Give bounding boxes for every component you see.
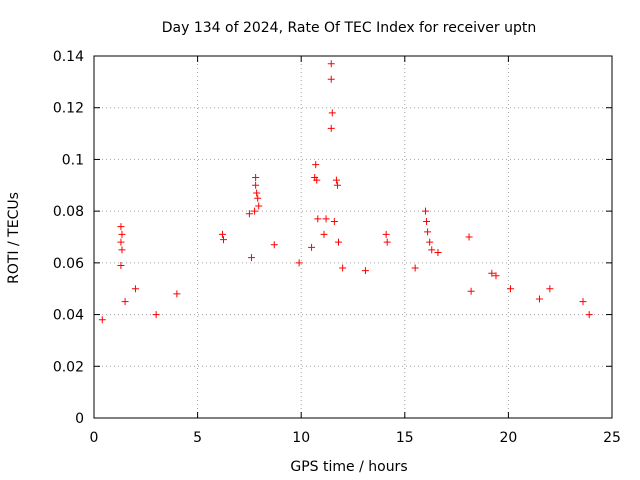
data-point bbox=[492, 272, 500, 280]
data-point bbox=[426, 238, 434, 246]
data-point bbox=[465, 233, 473, 241]
data-point bbox=[585, 311, 593, 319]
data-point bbox=[546, 285, 554, 293]
data-point bbox=[117, 238, 125, 246]
data-point bbox=[424, 228, 432, 236]
y-axis-title: ROTI / TECUs bbox=[6, 192, 22, 284]
data-point bbox=[339, 264, 347, 272]
data-point bbox=[506, 285, 514, 293]
x-tick-label: 15 bbox=[396, 430, 414, 446]
data-point bbox=[295, 259, 303, 267]
data-point bbox=[383, 238, 391, 246]
data-point bbox=[334, 238, 342, 246]
data-point bbox=[313, 176, 321, 184]
data-point bbox=[314, 215, 322, 223]
y-tick-label: 0.1 bbox=[62, 152, 84, 168]
data-point bbox=[117, 261, 125, 269]
data-point bbox=[117, 223, 125, 231]
data-points bbox=[98, 60, 593, 324]
x-tick-label: 5 bbox=[193, 430, 202, 446]
y-tick-label: 0.02 bbox=[53, 359, 84, 375]
data-point bbox=[327, 60, 335, 68]
data-point bbox=[255, 202, 263, 210]
data-point bbox=[270, 241, 278, 249]
data-point bbox=[361, 267, 369, 275]
data-point bbox=[422, 207, 430, 215]
data-point bbox=[252, 174, 260, 182]
data-point bbox=[254, 194, 262, 202]
chart-title: Day 134 of 2024, Rate Of TEC Index for r… bbox=[162, 20, 537, 36]
data-point bbox=[330, 217, 338, 225]
data-point bbox=[220, 236, 227, 244]
data-point bbox=[467, 287, 475, 295]
data-point bbox=[98, 316, 106, 324]
data-point bbox=[218, 230, 226, 238]
data-point bbox=[382, 230, 390, 238]
data-point bbox=[252, 181, 260, 189]
y-tick-label: 0.04 bbox=[53, 308, 84, 324]
data-point bbox=[579, 298, 587, 306]
data-point bbox=[535, 295, 543, 303]
data-point bbox=[423, 217, 431, 225]
y-tick-labels: 0 0.02 0.04 0.06 0.08 0.1 0.12 0.14 bbox=[53, 49, 84, 427]
data-point bbox=[247, 254, 255, 262]
data-point bbox=[328, 109, 336, 117]
data-point bbox=[428, 246, 436, 254]
y-tick-label: 0.12 bbox=[53, 101, 84, 117]
data-point bbox=[333, 181, 341, 189]
data-point bbox=[312, 161, 320, 169]
x-tick-label: 0 bbox=[90, 430, 99, 446]
plot-border bbox=[93, 55, 613, 419]
y-tick-label: 0.14 bbox=[53, 49, 84, 65]
data-point bbox=[434, 249, 442, 257]
data-point bbox=[332, 176, 340, 184]
x-tick-label: 25 bbox=[603, 430, 621, 446]
x-tick-labels: 0 5 10 15 20 25 bbox=[90, 430, 621, 446]
data-point bbox=[320, 230, 328, 238]
data-point bbox=[488, 269, 496, 277]
data-point bbox=[322, 215, 330, 223]
data-point bbox=[118, 246, 126, 254]
y-tick-label: 0.08 bbox=[53, 204, 84, 220]
data-point bbox=[121, 298, 129, 306]
data-point bbox=[152, 311, 160, 319]
data-point bbox=[308, 243, 316, 251]
data-point bbox=[118, 230, 126, 238]
data-point bbox=[173, 290, 181, 298]
x-tick-label: 20 bbox=[499, 430, 517, 446]
grid-lines bbox=[94, 56, 612, 418]
data-point bbox=[131, 285, 139, 293]
data-point bbox=[253, 189, 261, 197]
data-point bbox=[411, 264, 419, 272]
axis-ticks bbox=[93, 55, 613, 419]
data-point bbox=[327, 124, 335, 132]
data-point bbox=[327, 75, 335, 83]
y-tick-label: 0.06 bbox=[53, 256, 84, 272]
data-point bbox=[245, 210, 253, 218]
x-tick-label: 10 bbox=[292, 430, 310, 446]
x-axis-title: GPS time / hours bbox=[290, 459, 407, 475]
data-point bbox=[251, 207, 259, 215]
y-tick-label: 0 bbox=[75, 411, 84, 427]
